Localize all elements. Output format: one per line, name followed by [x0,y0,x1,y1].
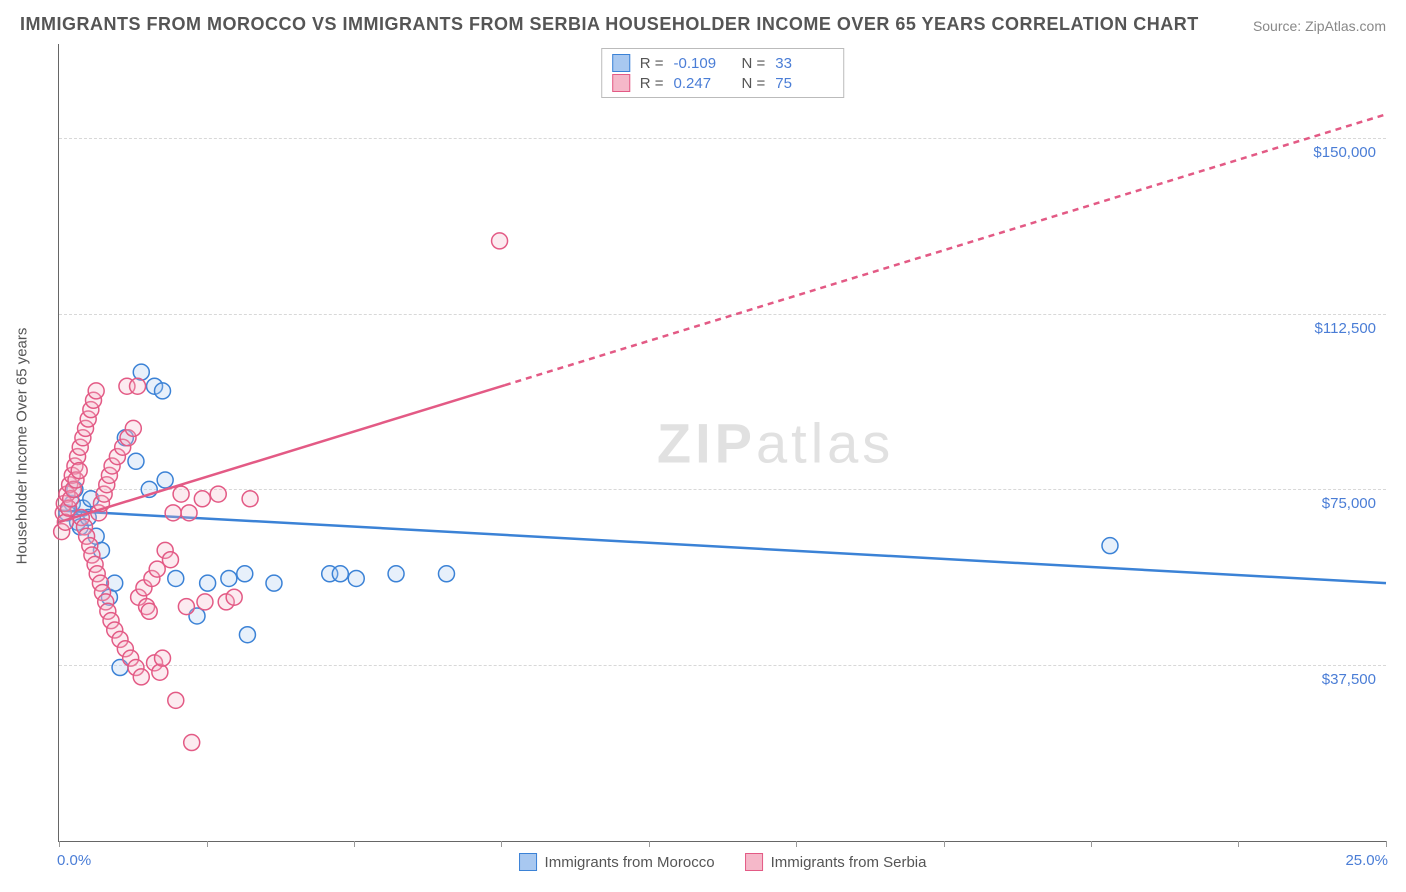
serbia-point [194,491,210,507]
serbia-point [155,650,171,666]
stat-N-label: N = [742,55,766,72]
x-tick [649,841,650,847]
series-legend-item: Immigrants from Morocco [519,853,715,871]
serbia-point [165,505,181,521]
serbia-point [210,486,226,502]
serbia-point [141,603,157,619]
chart-title: IMMIGRANTS FROM MOROCCO VS IMMIGRANTS FR… [20,14,1199,35]
x-tick [796,841,797,847]
morocco-point [200,575,216,591]
stat-R-label: R = [640,75,664,92]
serbia-point [162,552,178,568]
serbia-point [130,378,146,394]
x-tick [354,841,355,847]
x-tick [501,841,502,847]
morocco-point [168,570,184,586]
y-axis-label: Householder Income Over 65 years [14,328,31,565]
x-tick [1091,841,1092,847]
x-tick [207,841,208,847]
series-legend: Immigrants from Morocco Immigrants from S… [519,853,927,871]
serbia-point [181,505,197,521]
x-tick [59,841,60,847]
legend-swatch [519,853,537,871]
morocco-trendline [59,510,1386,583]
morocco-point [221,570,237,586]
legend-swatch [745,853,763,871]
serbia-point [88,383,104,399]
morocco-point [237,566,253,582]
x-axis-min-label: 0.0% [57,852,91,869]
legend-swatch [612,54,630,72]
stat-R-label: R = [640,55,664,72]
series-legend-label: Immigrants from Morocco [545,854,715,871]
morocco-point [128,453,144,469]
serbia-point [242,491,258,507]
x-tick [944,841,945,847]
morocco-point [348,570,364,586]
morocco-point [266,575,282,591]
stat-N-label: N = [742,75,766,92]
stat-R-value: -0.109 [674,55,732,72]
serbia-point [492,233,508,249]
x-tick [1386,841,1387,847]
serbia-point [125,420,141,436]
serbia-point [152,664,168,680]
serbia-point [197,594,213,610]
series-legend-label: Immigrants from Serbia [771,854,927,871]
morocco-point [239,627,255,643]
source-label: Source: ZipAtlas.com [1253,18,1386,34]
serbia-point [133,669,149,685]
plot-area: ZIPatlas $37,500$75,000$112,500$150,000 … [58,44,1386,842]
morocco-point [388,566,404,582]
serbia-trendline-extrapolated [505,114,1386,385]
chart-svg-layer [59,44,1386,841]
x-tick [1238,841,1239,847]
serbia-point [178,599,194,615]
morocco-point [332,566,348,582]
legend-swatch [612,74,630,92]
series-legend-item: Immigrants from Serbia [745,853,927,871]
stat-legend-row: R = 0.247 N = 75 [612,73,834,93]
morocco-point [1102,538,1118,554]
correlation-legend: R = -0.109 N = 33 R = 0.247 N = 75 [601,48,845,98]
stat-legend-row: R = -0.109 N = 33 [612,53,834,73]
morocco-point [155,383,171,399]
stat-N-value: 33 [775,55,833,72]
stat-N-value: 75 [775,75,833,92]
stat-R-value: 0.247 [674,75,732,92]
serbia-point [184,735,200,751]
serbia-point [173,486,189,502]
serbia-point [71,463,87,479]
x-axis-max-label: 25.0% [1345,852,1388,869]
serbia-point [168,692,184,708]
serbia-point [226,589,242,605]
morocco-point [438,566,454,582]
morocco-point [157,472,173,488]
